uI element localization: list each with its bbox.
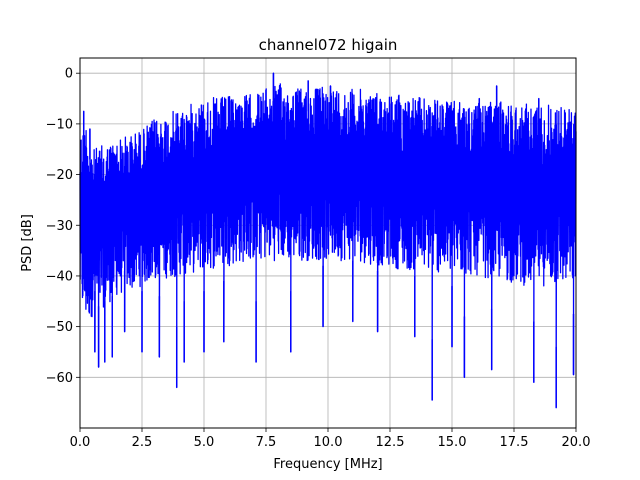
y-tick-label: −20 bbox=[46, 168, 73, 183]
y-tick-label: −50 bbox=[46, 320, 73, 335]
y-tick-label: −10 bbox=[46, 117, 73, 132]
y-axis-label: PSD [dB] bbox=[20, 214, 35, 272]
y-tick-label: 0 bbox=[65, 67, 73, 82]
psd-series-line bbox=[79, 72, 577, 409]
x-tick-label: 2.5 bbox=[132, 435, 153, 450]
plot-area bbox=[79, 72, 577, 409]
x-tick-label: 5.0 bbox=[194, 435, 215, 450]
x-tick-label: 7.5 bbox=[256, 435, 277, 450]
x-tick-label: 15.0 bbox=[438, 435, 467, 450]
x-tick-label: 20.0 bbox=[562, 435, 591, 450]
chart-title: channel072 higain bbox=[259, 36, 398, 54]
y-tick-label: −40 bbox=[46, 269, 73, 284]
y-axis: 0 −10 −20 −30 −40 −50 −60 bbox=[46, 67, 80, 386]
x-tick-label: 12.5 bbox=[376, 435, 405, 450]
y-tick-label: −30 bbox=[46, 219, 73, 234]
x-axis: 0.0 2.5 5.0 7.5 10.0 12.5 15.0 17.5 20.0 bbox=[70, 428, 591, 450]
x-tick-label: 10.0 bbox=[314, 435, 343, 450]
y-tick-label: −60 bbox=[46, 371, 73, 386]
x-tick-label: 17.5 bbox=[500, 435, 529, 450]
x-axis-label: Frequency [MHz] bbox=[273, 457, 382, 472]
x-tick-label: 0.0 bbox=[70, 435, 91, 450]
